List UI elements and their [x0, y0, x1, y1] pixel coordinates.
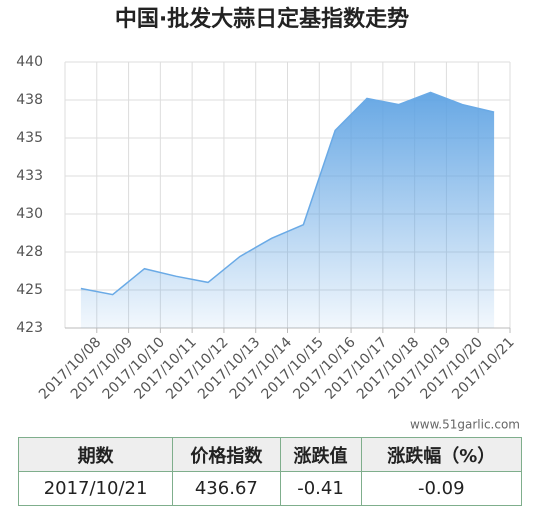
cell: -0.09	[360, 471, 522, 506]
header-cell: 涨跌幅（%）	[360, 437, 522, 472]
watermark: www.51garlic.com	[410, 418, 520, 432]
table-body: 2017/10/21 436.67 -0.41 -0.09	[17, 471, 522, 506]
y-tick-label: 440	[16, 54, 43, 70]
chart-title: 中国·批发大蒜日定基指数走势	[115, 6, 409, 32]
cell: 436.67	[172, 471, 281, 506]
y-tick-label: 430	[16, 206, 43, 222]
chart: 中国·批发大蒜日定基指数走势 www.51garlic.com 423 425 42…	[16, 6, 520, 432]
y-tick-label: 433	[16, 168, 43, 184]
y-tick-label: 423	[16, 320, 43, 336]
table-header: 期数 价格指数 涨跌值 涨跌幅（%）	[17, 437, 522, 472]
cell: -0.41	[279, 471, 362, 506]
header-cell: 价格指数	[172, 437, 281, 472]
area	[80, 92, 495, 329]
y-tick-label: 428	[16, 244, 43, 260]
cell: 2017/10/21	[17, 471, 174, 506]
y-tick-label: 425	[16, 282, 43, 298]
line	[80, 91, 495, 296]
header-cell: 期数	[17, 437, 174, 472]
header-cell: 涨跌值	[279, 437, 362, 472]
y-tick-label: 435	[16, 130, 43, 146]
table-row: 2017/10/21 436.67 -0.41 -0.09	[17, 471, 522, 506]
summary-table: 期数 价格指数 涨跌值 涨跌幅（%） 2017/10/21 436.67 -0.41 -0.…	[17, 437, 522, 506]
y-tick-label: 438	[16, 92, 43, 108]
